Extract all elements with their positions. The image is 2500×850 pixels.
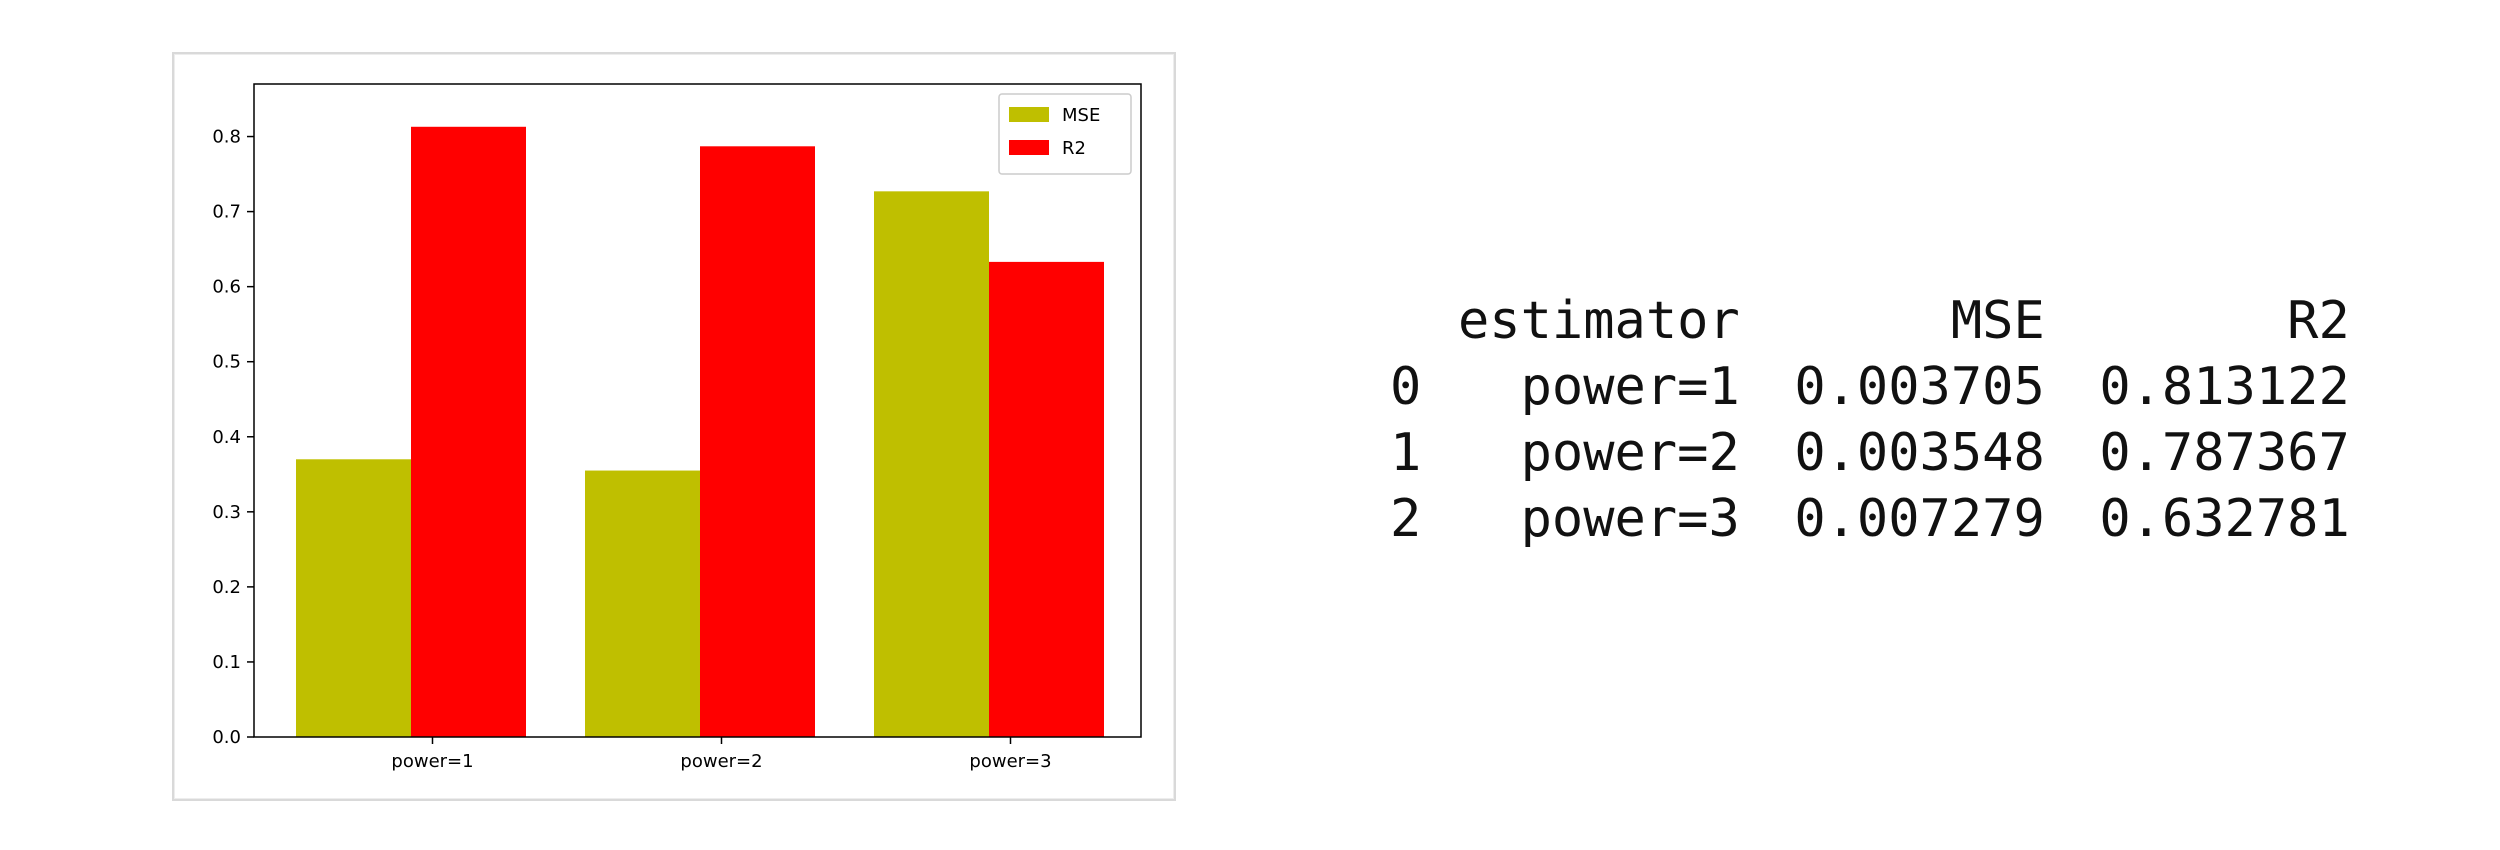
x-tick-label: power=2 — [680, 751, 762, 772]
header-index — [1390, 288, 1458, 354]
results-table-panel: estimator MSE R2 0 power=1 0.003705 0.81… — [1390, 288, 2350, 552]
row-estimator: power=2 — [1520, 423, 1740, 483]
row-mse: 0.003548 — [1794, 423, 2045, 483]
y-tick-label: 0.2 — [212, 577, 241, 598]
row-mse: 0.007279 — [1794, 489, 2045, 549]
legend-label-mse: MSE — [1062, 105, 1100, 126]
row-estimator: power=3 — [1520, 489, 1740, 549]
legend-swatch-mse — [1009, 107, 1049, 122]
x-tick-label: power=1 — [391, 751, 473, 772]
table-header-row: estimator MSE R2 — [1390, 288, 2350, 354]
y-tick-label: 0.3 — [212, 502, 241, 523]
row-r2: 0.813122 — [2099, 357, 2350, 417]
bar-chart: 0.0 0.1 0.2 0.3 0.4 0.5 0.6 0.7 0.8 power=1 power=… — [212, 83, 1142, 772]
y-tick-label: 0.5 — [212, 352, 241, 373]
y-tick-label: 0.0 — [212, 727, 241, 748]
row-r2: 0.787367 — [2099, 423, 2350, 483]
plot-frame — [253, 83, 1142, 738]
y-tick-label: 0.6 — [212, 277, 241, 298]
y-tick-label: 0.1 — [212, 652, 241, 673]
y-tick-label: 0.7 — [212, 202, 241, 223]
bar-mse-3 — [874, 191, 989, 738]
x-tick-label: power=3 — [969, 751, 1051, 772]
row-index: 1 — [1390, 423, 1422, 483]
bar-r2-2 — [700, 146, 815, 737]
row-index: 2 — [1390, 489, 1422, 549]
legend-swatch-r2 — [1009, 140, 1049, 155]
header-r2: R2 — [2287, 291, 2350, 351]
bar-mse-1 — [296, 459, 411, 737]
results-table: estimator MSE R2 0 power=1 0.003705 0.81… — [1390, 288, 2350, 552]
header-estimator: estimator — [1458, 291, 1740, 351]
row-mse: 0.003705 — [1794, 357, 2045, 417]
row-r2: 0.632781 — [2099, 489, 2350, 549]
row-estimator: power=1 — [1520, 357, 1740, 417]
row-index: 0 — [1390, 357, 1422, 417]
bar-r2-1 — [411, 126, 526, 737]
table-row: 1 power=2 0.003548 0.787367 — [1390, 420, 2350, 486]
legend-label-r2: R2 — [1062, 138, 1086, 159]
header-mse: MSE — [1950, 291, 2045, 351]
y-tick-label: 0.4 — [212, 427, 241, 448]
bar-r2-3 — [989, 261, 1104, 737]
y-tick-label: 0.8 — [212, 127, 241, 148]
table-row: 0 power=1 0.003705 0.813122 — [1390, 354, 2350, 420]
table-row: 2 power=3 0.007279 0.632781 — [1390, 486, 2350, 552]
bar-mse-2 — [585, 470, 700, 737]
chart-panel: 0.0 0.1 0.2 0.3 0.4 0.5 0.6 0.7 0.8 power=1 power=… — [172, 52, 1176, 801]
